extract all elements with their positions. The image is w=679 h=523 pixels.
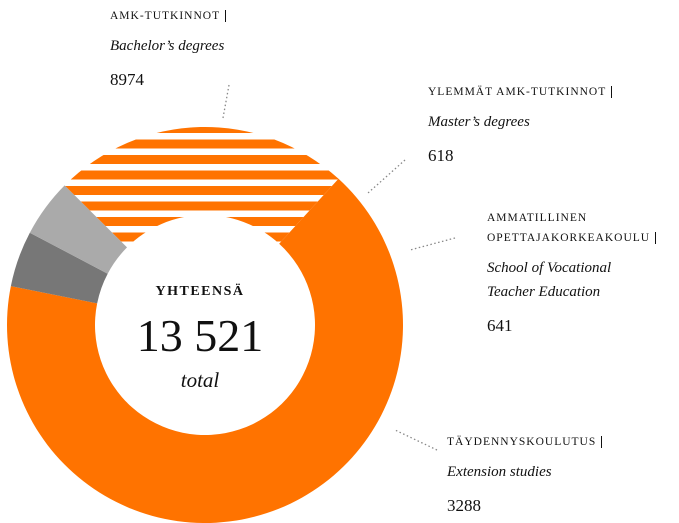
leader-line [222,84,230,119]
slice-label: AMMATILLINEN OPETTAJAKORKEAKOULU School o… [487,208,667,336]
slice [10,232,108,304]
leader-line [409,237,456,251]
category-text: AMMATILLINEN OPETTAJAKORKEAKOULU [487,212,657,244]
category-text: TÄYDENNYSKOULUTUS [447,436,603,448]
center-title: YHTEENSÄ [155,284,245,299]
slice-label: YLEMMÄT AMK-TUTKINNOT Master’s degrees 618 [428,82,668,166]
slice-label: TÄYDENNYSKOULUTUS Extension studies 3288 [447,432,667,516]
category-text: YLEMMÄT AMK-TUTKINNOT [428,86,613,98]
value-label: 618 [428,146,454,165]
center-caption: total [180,368,220,392]
slice [7,178,403,523]
slice [64,127,339,248]
category-name: TÄYDENNYSKOULUTUS [447,432,667,452]
category-text: AMK-TUTKINNOT [110,10,227,22]
value-label: 3288 [447,496,481,515]
category-name: AMMATILLINEN OPETTAJAKORKEAKOULU [487,208,667,248]
leader-line [367,159,406,194]
category-subtitle: School of Vocational Teacher Education [487,260,612,300]
leader-line [394,429,438,451]
category-subtitle: Extension studies [447,464,552,480]
value-label: 641 [487,316,513,335]
center-value: 13 521 [136,310,264,361]
slice-label: AMK-TUTKINNOT Bachelor’s degrees 8974 [110,6,310,90]
category-subtitle: Master’s degrees [428,114,530,130]
category-subtitle: Bachelor’s degrees [110,38,225,54]
slice [29,185,128,274]
value-label: 8974 [110,70,144,89]
category-name: AMK-TUTKINNOT [110,6,310,26]
category-name: YLEMMÄT AMK-TUTKINNOT [428,82,668,102]
